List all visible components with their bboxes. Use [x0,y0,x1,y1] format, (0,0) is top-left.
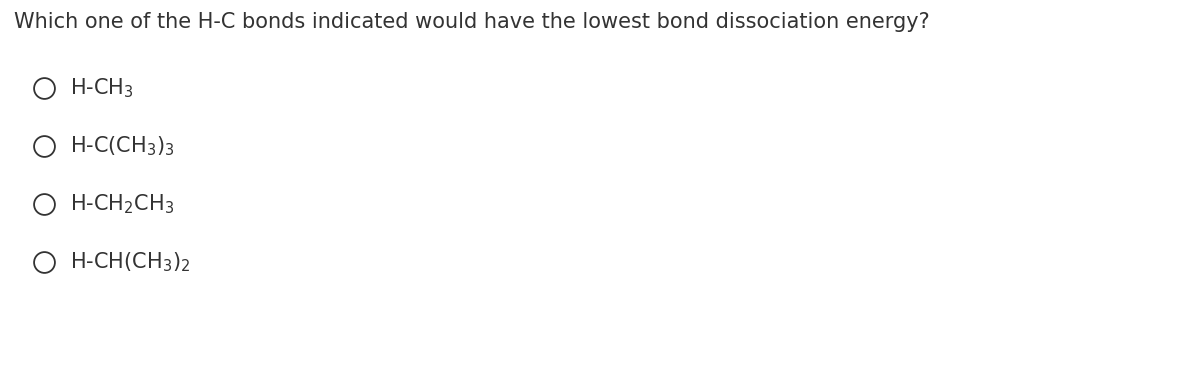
Text: H-C(CH$_3$)$_3$: H-C(CH$_3$)$_3$ [70,134,175,158]
Text: H-CH$_3$: H-CH$_3$ [70,76,133,100]
Text: H-CH(CH$_3$)$_2$: H-CH(CH$_3$)$_2$ [70,250,191,274]
Text: H-CH$_2$CH$_3$: H-CH$_2$CH$_3$ [70,192,174,216]
Text: Which one of the H-C bonds indicated would have the lowest bond dissociation ene: Which one of the H-C bonds indicated wou… [14,12,930,32]
